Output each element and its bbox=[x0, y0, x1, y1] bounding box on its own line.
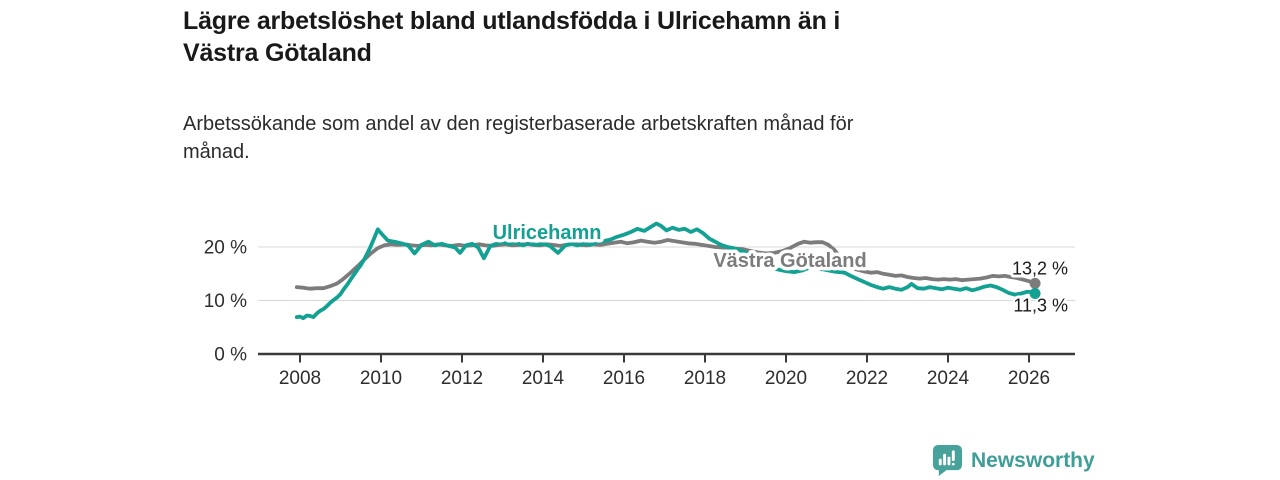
chart-subtitle: Arbetssökande som andel av den registerb… bbox=[183, 110, 1053, 167]
series-line-ulricehamn bbox=[294, 221, 1037, 321]
x-axis-label-2022: 2022 bbox=[846, 368, 888, 389]
x-axis-label-2020: 2020 bbox=[765, 368, 807, 389]
y-axis-label-0: 0 % bbox=[214, 345, 247, 366]
page-title-line2: Västra Götaland bbox=[183, 39, 372, 67]
series-label-ulricehamn: Ulricehamn bbox=[493, 222, 602, 244]
chart-subtitle-line1: Arbetssökande som andel av den registerb… bbox=[183, 113, 854, 135]
bar-chart-speech-bubble-icon bbox=[933, 445, 962, 476]
newsworthy-logo[interactable]: Newsworthy bbox=[933, 445, 1095, 476]
x-axis-label-2012: 2012 bbox=[441, 368, 483, 389]
x-axis-label-2024: 2024 bbox=[927, 368, 970, 389]
end-value-label-ulricehamn: 11,3 % bbox=[1013, 296, 1068, 316]
x-axis-label-2008: 2008 bbox=[279, 368, 321, 389]
y-axis-label-20: 20 % bbox=[204, 238, 247, 259]
x-axis-label-2010: 2010 bbox=[360, 368, 402, 389]
x-axis-label-2026: 2026 bbox=[1008, 368, 1050, 389]
page-title: Lägre arbetslöshet bland utlandsfödda i … bbox=[183, 5, 1053, 69]
end-dot-v-stra-g-taland bbox=[1029, 277, 1041, 289]
series-label-v-stra-g-taland: Västra Götaland bbox=[713, 250, 866, 272]
newsworthy-brand-text: Newsworthy bbox=[971, 448, 1095, 472]
x-axis-label-2016: 2016 bbox=[603, 368, 645, 389]
x-axis-label-2014: 2014 bbox=[522, 368, 565, 389]
x-axis-label-2018: 2018 bbox=[684, 368, 726, 389]
end-dot-ulricehamn bbox=[1029, 288, 1041, 300]
y-axis-label-10: 10 % bbox=[204, 291, 247, 312]
end-value-label-v-stra-g-taland: 13,2 % bbox=[1012, 258, 1068, 278]
page-title-line1: Lägre arbetslöshet bland utlandsfödda i … bbox=[183, 7, 841, 35]
chart-subtitle-line2: månad. bbox=[183, 141, 250, 164]
